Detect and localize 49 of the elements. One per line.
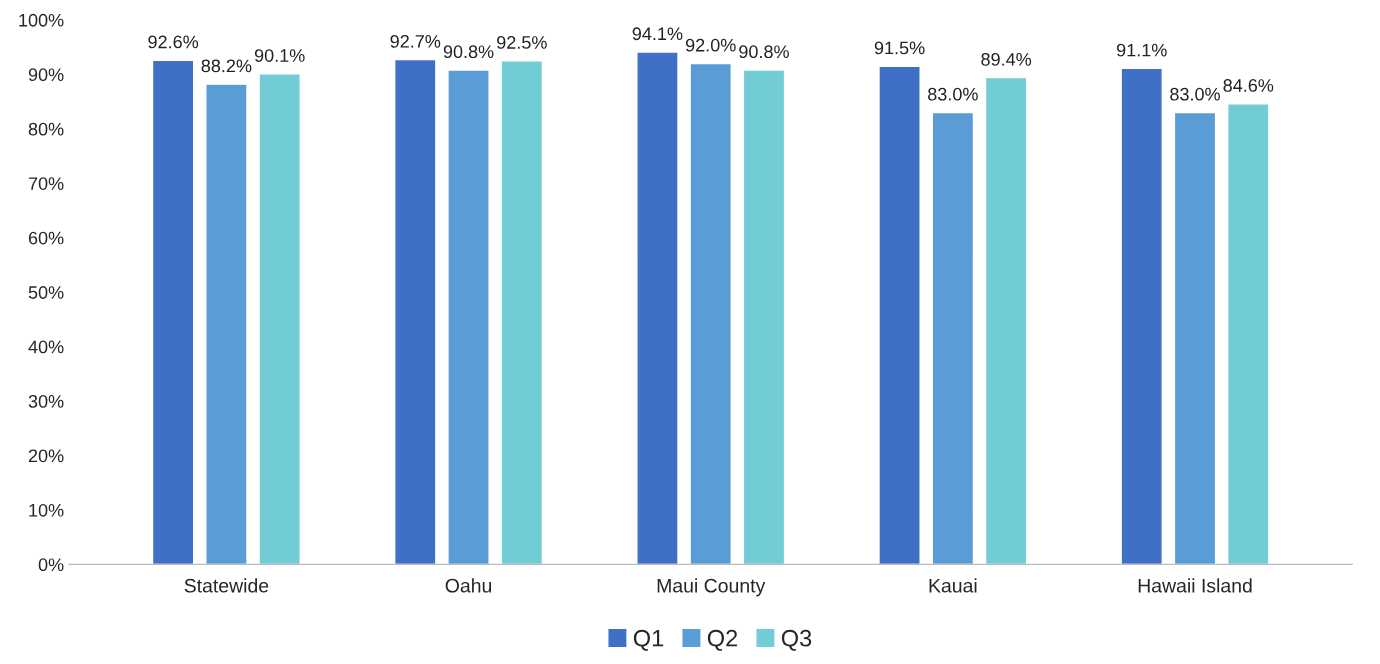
bar xyxy=(931,111,975,565)
x-tick-label: Oahu xyxy=(445,578,492,593)
data-label: 92.7% xyxy=(390,34,441,48)
legend-label: Q3 xyxy=(781,629,812,651)
legend-label: Q1 xyxy=(633,629,664,651)
data-label: 91.1% xyxy=(1116,43,1167,57)
bar xyxy=(1226,103,1270,565)
x-tick-label: Kauai xyxy=(929,578,977,593)
data-label: 92.0% xyxy=(685,38,736,52)
data-label: 89.4% xyxy=(981,52,1032,66)
y-tick-label: 60% xyxy=(28,231,64,245)
x-tick-label: Statewide xyxy=(184,578,269,593)
y-tick-label: 70% xyxy=(28,177,64,190)
data-label: 83.0% xyxy=(1170,87,1220,101)
data-label: 90.8% xyxy=(739,45,789,59)
data-label: 90.1% xyxy=(254,49,305,62)
bar xyxy=(393,58,437,565)
y-tick-label: 30% xyxy=(28,394,64,408)
y-tick-label: 10% xyxy=(29,503,64,517)
y-tick-label: 100% xyxy=(19,13,64,27)
y-tick-label: 40% xyxy=(28,340,64,354)
data-label: 88.2% xyxy=(201,59,252,73)
bar xyxy=(878,65,921,565)
bar xyxy=(1173,111,1217,565)
bar xyxy=(151,59,195,565)
data-label: 92.5% xyxy=(497,36,547,49)
y-tick-label: 0% xyxy=(38,558,64,572)
data-label: 92.6% xyxy=(148,35,199,49)
data-label: 94.1% xyxy=(632,27,683,41)
data-label: 83.0% xyxy=(928,87,978,101)
bar xyxy=(447,69,490,565)
bar xyxy=(984,76,1028,565)
bar xyxy=(205,83,248,565)
bar xyxy=(500,60,544,565)
data-label: 90.8% xyxy=(443,45,494,59)
data-label: 91.5% xyxy=(874,41,925,55)
data-label: 84.6% xyxy=(1223,79,1274,92)
bar xyxy=(636,51,679,565)
bar xyxy=(258,73,301,565)
y-tick-label: 80% xyxy=(28,122,64,136)
x-tick-label: Hawaii Island xyxy=(1138,578,1252,593)
x-tick-label: Maui County xyxy=(657,578,766,597)
y-tick-label: 20% xyxy=(28,449,64,463)
y-tick-label: 50% xyxy=(28,286,64,299)
bar xyxy=(1120,67,1164,565)
bar xyxy=(742,69,786,565)
legend-label: Q2 xyxy=(707,629,738,651)
y-tick-label: 90% xyxy=(28,68,64,82)
bar xyxy=(689,62,732,565)
